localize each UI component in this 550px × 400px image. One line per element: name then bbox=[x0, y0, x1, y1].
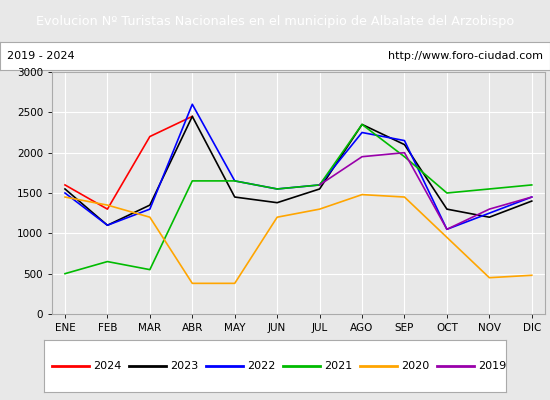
Text: 2021: 2021 bbox=[324, 361, 353, 371]
Text: 2020: 2020 bbox=[402, 361, 430, 371]
Text: 2024: 2024 bbox=[94, 361, 122, 371]
Text: 2019: 2019 bbox=[478, 361, 507, 371]
Text: 2023: 2023 bbox=[170, 361, 199, 371]
Text: 2022: 2022 bbox=[248, 361, 276, 371]
Text: Evolucion Nº Turistas Nacionales en el municipio de Albalate del Arzobispo: Evolucion Nº Turistas Nacionales en el m… bbox=[36, 14, 514, 28]
Text: http://www.foro-ciudad.com: http://www.foro-ciudad.com bbox=[388, 51, 543, 61]
Text: 2019 - 2024: 2019 - 2024 bbox=[7, 51, 74, 61]
